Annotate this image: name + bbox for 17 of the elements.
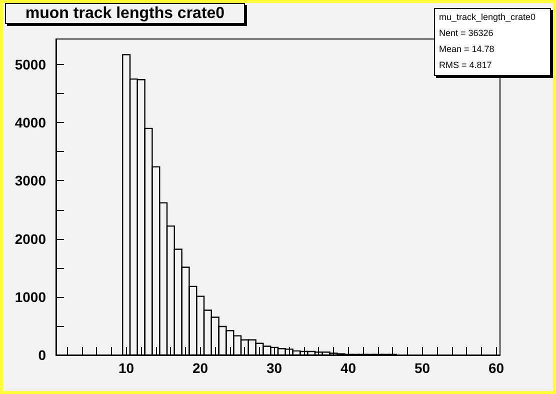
x-tick-label: 50 [414, 360, 430, 376]
chart-title: muon track lengths crate0 [5, 3, 245, 24]
y-tick-label: 1000 [14, 288, 46, 305]
text: mu_track_length_crate0 [439, 11, 537, 24]
x-tick-label: 60 [488, 360, 504, 376]
y-tick-label: 3000 [14, 172, 46, 189]
x-tick-label: 30 [266, 360, 282, 376]
x-tick-label: 20 [192, 360, 208, 376]
y-tick-label: 0 [38, 347, 46, 363]
annotation: Mean = 14.78 [439, 43, 496, 56]
text: Nent = 36326 [439, 27, 494, 40]
y-tick-label: 2000 [14, 230, 46, 247]
x-tick-label: 40 [340, 360, 356, 376]
x-tick-label: 10 [118, 360, 134, 376]
y-tick-label: 4000 [14, 114, 46, 131]
y-tick-label: 5000 [14, 56, 46, 73]
annotation: RMS = 4.817 [439, 59, 493, 72]
